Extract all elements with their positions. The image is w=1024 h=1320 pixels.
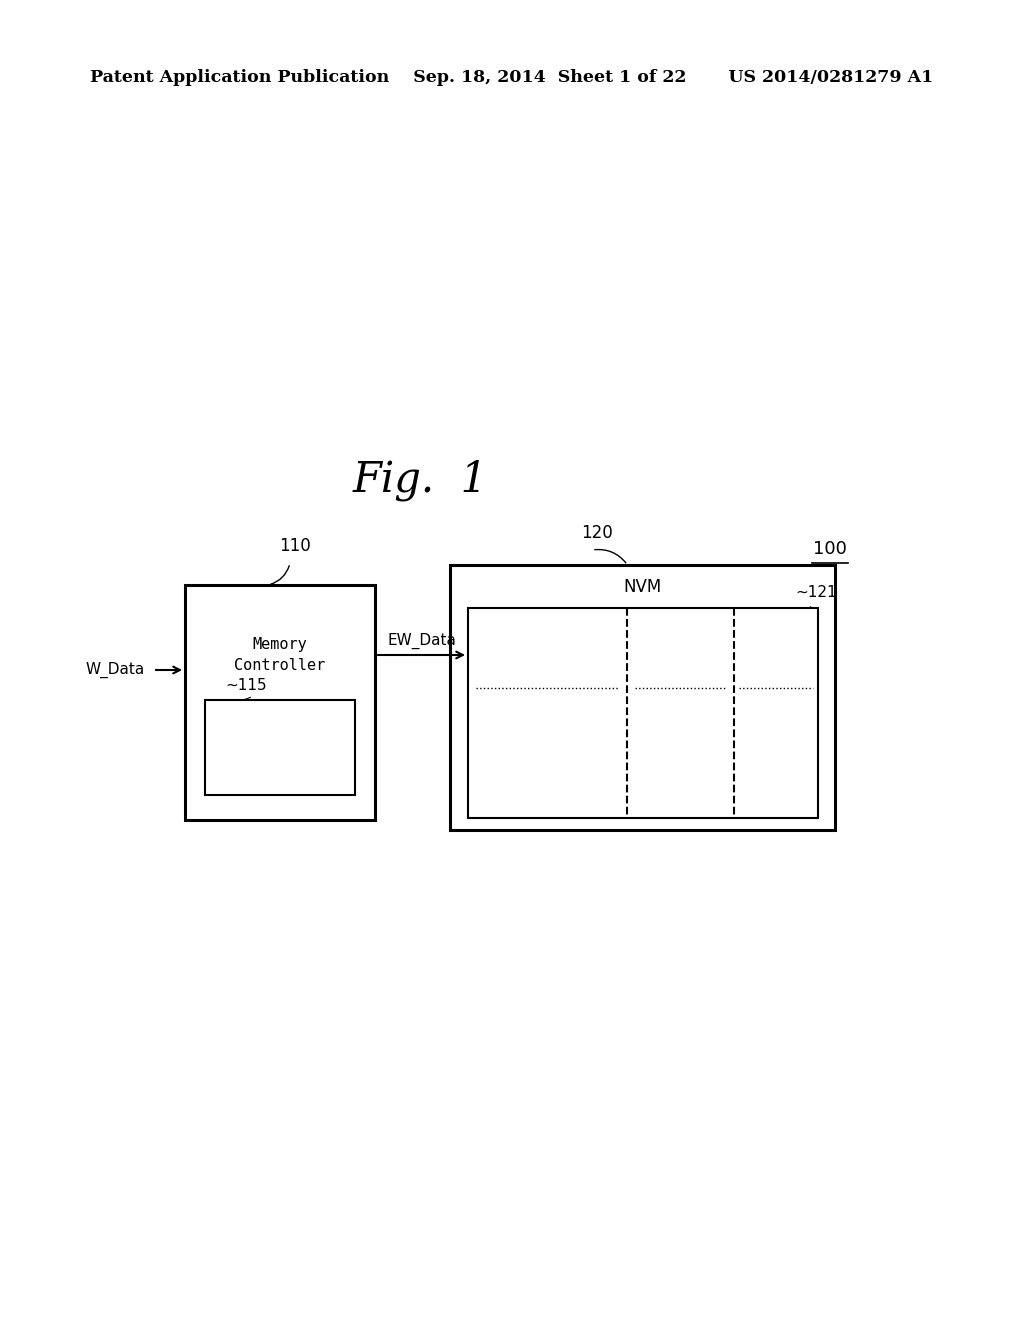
Text: DC Area: DC Area (516, 751, 579, 767)
Text: ~115: ~115 (225, 678, 266, 693)
Text: NVM: NVM (624, 578, 662, 597)
Bar (468, 609, 818, 818)
Text: W_Data: W_Data (85, 661, 144, 678)
Text: Patent Application Publication    Sep. 18, 2014  Sheet 1 of 22       US 2014/028: Patent Application Publication Sep. 18, … (90, 70, 934, 87)
Text: RC
Area: RC Area (759, 742, 794, 776)
Text: Reference
Encoder: Reference Encoder (241, 730, 319, 766)
Text: Memory
Controller: Memory Controller (234, 638, 326, 673)
Bar (205, 700, 355, 795)
Text: Fig.  1: Fig. 1 (352, 459, 487, 502)
Bar (450, 565, 835, 830)
Text: EW_Data: EW_Data (387, 632, 456, 649)
Bar (185, 585, 375, 820)
Text: 120: 120 (582, 524, 613, 543)
Text: 110: 110 (280, 537, 311, 554)
Text: Shared
Area: Shared Area (653, 742, 708, 776)
Text: 121a: 121a (528, 655, 566, 671)
Text: 121c: 121c (758, 655, 795, 671)
Text: 100: 100 (813, 540, 847, 558)
Text: 121b: 121b (662, 655, 700, 671)
Text: ~121: ~121 (795, 585, 837, 601)
